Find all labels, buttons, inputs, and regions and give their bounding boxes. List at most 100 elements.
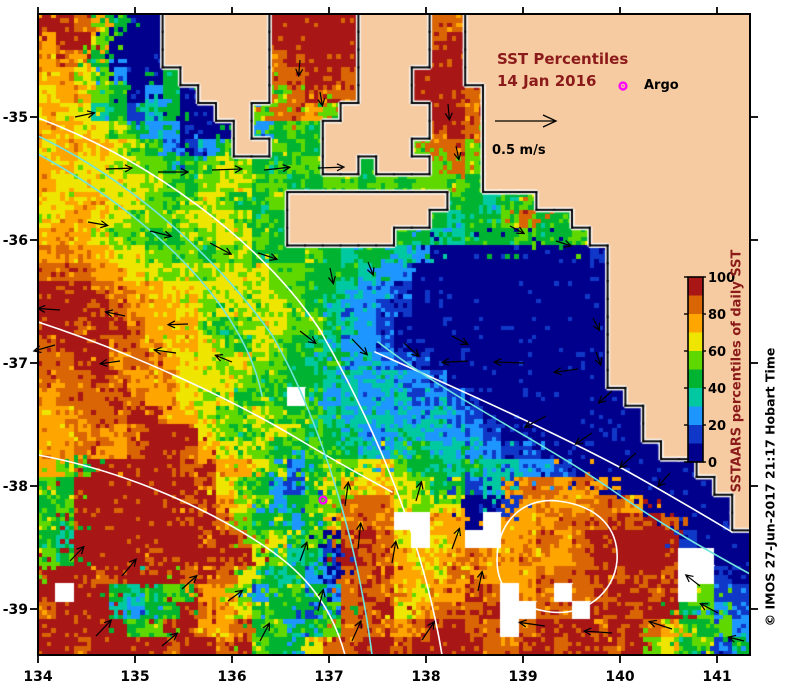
white-contour-line [37, 321, 393, 493]
vector-scale-arrow [495, 114, 558, 128]
current-vector-arrow [87, 220, 110, 229]
current-vector-arrow [69, 545, 85, 562]
current-vector-arrow [317, 588, 326, 612]
map-frame [37, 13, 751, 656]
current-vector-arrow [555, 240, 573, 248]
x-tick-label: 137 [314, 669, 343, 685]
current-vector-arrow [594, 351, 603, 367]
colorbar-tick-label: 60 [708, 345, 726, 360]
current-vector-arrow [421, 620, 436, 641]
current-vector-arrow [211, 165, 244, 174]
current-vector-arrow [317, 91, 326, 108]
current-vector-arrow [257, 252, 279, 261]
current-vector-arrow [149, 230, 173, 239]
colorbar-segment [688, 277, 703, 296]
colorbar-tick-label: 40 [708, 382, 726, 397]
colorbar-segment [688, 351, 703, 370]
current-vector-arrow [390, 540, 399, 564]
current-vector-arrow [166, 320, 189, 329]
current-vector-arrow [355, 521, 365, 550]
y-tick-label: -36 [3, 233, 28, 249]
colorbar-tick-label: 80 [708, 308, 726, 323]
current-vector-arrow [597, 390, 613, 404]
map-date: 14 Jan 2016 [497, 72, 597, 90]
x-tick-label: 140 [605, 669, 634, 685]
current-vector-arrow [36, 304, 61, 313]
current-vector-arrow [104, 309, 126, 318]
current-vector-arrow [161, 632, 179, 647]
current-vector-arrow [657, 472, 671, 488]
current-vector-arrow [574, 432, 593, 445]
white-contour-line [37, 117, 443, 656]
colorbar-segment [688, 369, 703, 389]
current-vector-arrow [451, 527, 462, 550]
current-vector-arrow [121, 558, 138, 577]
current-vector-arrow [684, 574, 701, 587]
current-vector-arrow [299, 330, 317, 345]
current-vector-arrow [509, 225, 526, 235]
current-vector-arrow [492, 358, 525, 367]
current-vector-arrow [98, 358, 121, 367]
current-vector-arrow [592, 317, 601, 332]
current-vector-arrow [158, 167, 190, 177]
colorbar-title: SSTAARS percentiles of daily SST [729, 249, 745, 493]
x-tick-label: 136 [217, 669, 246, 685]
colorbar-tick-label: 20 [708, 419, 726, 434]
cyan-contour-line [37, 153, 263, 397]
current-vector-arrow [523, 415, 547, 428]
current-vector-arrow [327, 267, 336, 285]
x-tick-label: 138 [411, 669, 440, 685]
argo-legend-label: Argo [644, 78, 679, 93]
current-vector-arrow [582, 627, 613, 636]
x-tick-label: 141 [702, 669, 731, 685]
current-vector-arrow [227, 589, 244, 602]
attribution-text: © IMOS 27-Jun-2017 21:17 Hobart Time [762, 347, 778, 627]
current-vector-arrow [299, 540, 309, 562]
current-vector-arrow [263, 163, 292, 173]
current-vector-arrow [351, 338, 369, 356]
current-vector-arrow [647, 619, 673, 630]
current-vector-arrow [699, 602, 719, 614]
argo-legend-marker [618, 81, 628, 91]
current-vector-arrow [95, 619, 113, 637]
colorbar-tick-label: 100 [708, 271, 735, 286]
white-contour-line [374, 351, 733, 533]
current-vector-arrow [105, 164, 134, 173]
current-vector-arrow [343, 480, 352, 507]
colorbar-segment [688, 406, 703, 426]
current-vector-arrow [476, 570, 485, 592]
colorbar-segment [688, 314, 703, 333]
current-vector-arrow [440, 357, 469, 367]
current-vector-arrow [32, 344, 56, 354]
current-vector-arrow [444, 103, 453, 122]
colorbar-segment [688, 295, 703, 315]
current-vector-arrow [727, 634, 745, 643]
colorbar-tick-label: 0 [708, 456, 717, 471]
x-tick-label: 135 [120, 669, 149, 685]
current-vector-arrow [366, 261, 375, 277]
vector-scale-label: 0.5 m/s [492, 143, 546, 158]
argo-float-marker [318, 495, 328, 505]
argo-legend-marker-dot [622, 85, 624, 87]
current-vector-arrow [317, 163, 346, 172]
current-vector-arrow [453, 145, 462, 162]
current-vector-arrow [209, 242, 233, 255]
cyan-contour-line [377, 341, 751, 575]
current-vector-arrow [181, 574, 198, 590]
colorbar-segment [688, 443, 703, 463]
current-vector-arrow [403, 342, 420, 358]
current-vector-arrow [214, 354, 233, 363]
map-title: SST Percentiles [497, 50, 629, 68]
argo-float-marker-dot [322, 499, 324, 501]
y-tick-label: -39 [3, 602, 28, 618]
current-vector-arrow [552, 367, 579, 376]
colorbar-segment [688, 332, 703, 352]
y-tick-label: -38 [3, 479, 28, 495]
colorbar-segment [688, 388, 703, 407]
y-tick-label: -37 [3, 356, 28, 372]
white-contour-line [496, 499, 618, 614]
current-vector-arrow [295, 59, 304, 78]
x-tick-label: 134 [23, 669, 52, 685]
